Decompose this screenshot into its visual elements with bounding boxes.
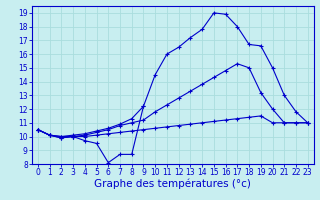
X-axis label: Graphe des températures (°c): Graphe des températures (°c) bbox=[94, 179, 251, 189]
